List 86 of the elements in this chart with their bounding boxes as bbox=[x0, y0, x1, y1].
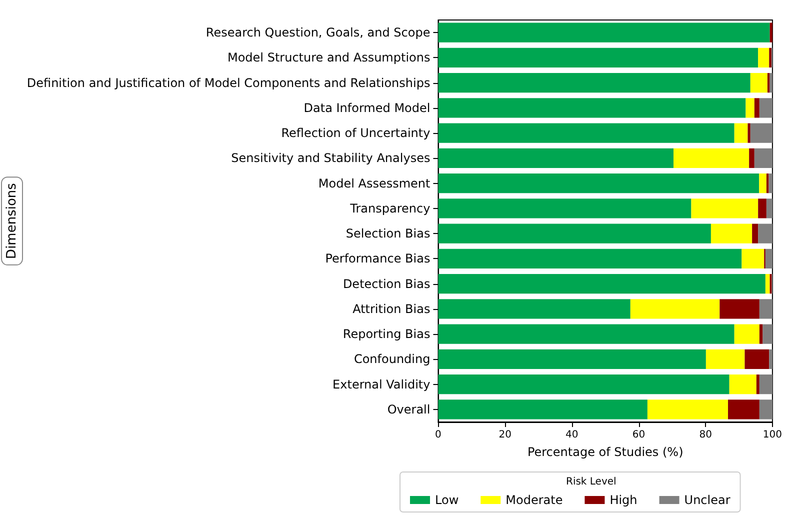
bar bbox=[438, 198, 692, 218]
bar bbox=[746, 98, 754, 118]
bar bbox=[756, 374, 760, 394]
bar bbox=[752, 224, 758, 244]
bar bbox=[744, 349, 770, 369]
y-tick-label: Reflection of Uncertainty bbox=[281, 126, 430, 140]
bar bbox=[706, 349, 745, 369]
x-tick-label: 0 bbox=[435, 430, 442, 440]
bar bbox=[759, 299, 772, 319]
bar bbox=[647, 400, 728, 420]
bar bbox=[754, 98, 760, 118]
bar bbox=[758, 198, 766, 218]
bar bbox=[758, 224, 772, 244]
legend-label: Unclear bbox=[684, 493, 730, 507]
x-tick-label: 20 bbox=[498, 430, 512, 440]
x-tick-label: 100 bbox=[762, 430, 782, 440]
bar bbox=[438, 174, 760, 194]
bar bbox=[770, 73, 772, 93]
bar bbox=[750, 123, 772, 143]
bar bbox=[767, 73, 770, 93]
bar bbox=[438, 148, 674, 168]
x-tick-label: 40 bbox=[566, 430, 578, 440]
bar bbox=[749, 148, 754, 168]
bar bbox=[765, 274, 770, 294]
bar bbox=[759, 400, 772, 420]
bar bbox=[765, 248, 772, 268]
y-tick-label: Attrition Bias bbox=[352, 302, 430, 316]
bar bbox=[438, 299, 630, 319]
bar bbox=[759, 98, 772, 118]
bar bbox=[438, 374, 730, 394]
bar bbox=[438, 123, 734, 143]
y-tick-label: Performance Bias bbox=[325, 252, 430, 266]
y-tick-label: Data Informed Model bbox=[304, 100, 430, 115]
bar bbox=[748, 123, 750, 143]
y-tick-label: External Validity bbox=[332, 377, 430, 392]
bar bbox=[734, 123, 748, 143]
bar bbox=[438, 73, 750, 93]
bar bbox=[769, 349, 772, 369]
x-tick-label: 60 bbox=[632, 430, 646, 440]
legend-title: Risk Level bbox=[566, 476, 616, 488]
bar bbox=[759, 374, 772, 394]
legend-label: Low bbox=[435, 493, 459, 507]
bar bbox=[630, 299, 720, 319]
bar bbox=[759, 174, 766, 194]
y-tick-label: Model Structure and Assumptions bbox=[227, 50, 430, 65]
bar bbox=[734, 324, 760, 344]
bar bbox=[438, 324, 734, 344]
bar bbox=[438, 274, 766, 294]
legend-label: Moderate bbox=[506, 493, 563, 507]
bar bbox=[742, 248, 764, 268]
y-tick-label: Research Question, Goals, and Scope bbox=[206, 26, 430, 40]
y-tick-label: Definition and Justification of Model Components and Relationships bbox=[26, 76, 430, 90]
y-axis-title: Dimensions bbox=[4, 182, 20, 259]
bar bbox=[729, 374, 756, 394]
bar bbox=[438, 400, 648, 420]
bar bbox=[438, 48, 758, 68]
bar bbox=[438, 224, 711, 244]
x-axis-title: Percentage of Studies (%) bbox=[527, 445, 684, 459]
bar bbox=[728, 400, 760, 420]
bar bbox=[768, 174, 772, 194]
bar bbox=[720, 299, 760, 319]
bar bbox=[691, 198, 758, 218]
bar bbox=[766, 174, 769, 194]
y-tick-label: Reporting Bias bbox=[342, 327, 430, 342]
y-tick-label: Transparency bbox=[349, 201, 430, 216]
y-tick-label: Selection Bias bbox=[346, 226, 430, 241]
bar bbox=[754, 148, 772, 168]
bar bbox=[750, 73, 768, 93]
y-tick-label: Overall bbox=[387, 402, 430, 416]
legend-label: High bbox=[610, 493, 638, 507]
bar bbox=[710, 224, 752, 244]
bar bbox=[770, 22, 772, 42]
bar bbox=[766, 198, 772, 218]
bar bbox=[438, 349, 706, 369]
y-tick-label: Detection Bias bbox=[342, 276, 430, 291]
x-tick-label: 80 bbox=[699, 430, 712, 440]
bar bbox=[438, 22, 770, 42]
y-tick-label: Sensitivity and Stability Analyses bbox=[231, 151, 430, 166]
bar bbox=[759, 324, 763, 344]
y-tick-label: Model Assessment bbox=[318, 176, 431, 190]
bar bbox=[438, 98, 746, 118]
bar bbox=[758, 48, 770, 68]
bar bbox=[438, 248, 742, 268]
bar bbox=[674, 148, 750, 168]
bar bbox=[762, 324, 772, 344]
y-tick-label: Confounding bbox=[354, 352, 430, 366]
